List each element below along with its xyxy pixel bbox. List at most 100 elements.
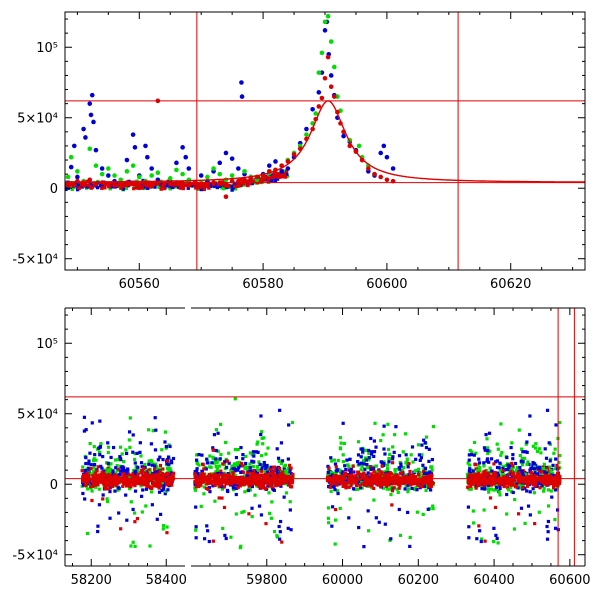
blue-data-point bbox=[239, 80, 244, 85]
red-data-point bbox=[327, 466, 331, 470]
green-data-point bbox=[393, 469, 397, 473]
blue-data-point bbox=[425, 472, 429, 476]
blue-data-point bbox=[159, 512, 163, 516]
red-data-point bbox=[497, 483, 501, 487]
green-data-point bbox=[393, 433, 397, 437]
blue-data-point bbox=[170, 461, 174, 465]
green-data-point bbox=[233, 474, 237, 478]
red-data-point bbox=[241, 464, 245, 468]
red-data-point bbox=[410, 479, 414, 483]
green-data-point bbox=[236, 447, 240, 452]
blue-data-point bbox=[113, 489, 117, 493]
blue-data-point bbox=[198, 173, 204, 178]
blue-data-point bbox=[196, 472, 200, 476]
green-data-point bbox=[243, 465, 247, 469]
red-data-point bbox=[399, 479, 404, 484]
green-data-point bbox=[234, 512, 238, 516]
green-data-point bbox=[234, 463, 238, 468]
blue-data-point bbox=[509, 472, 513, 476]
blue-data-point bbox=[118, 455, 122, 459]
blue-data-point bbox=[167, 463, 171, 467]
red-data-point bbox=[429, 475, 434, 480]
blue-data-point bbox=[397, 507, 401, 512]
green-data-point bbox=[375, 470, 379, 474]
blue-data-point bbox=[369, 450, 374, 454]
green-data-point bbox=[468, 463, 472, 467]
green-data-point bbox=[359, 468, 363, 472]
blue-data-point bbox=[83, 497, 87, 501]
red-data-point bbox=[291, 473, 295, 477]
red-data-point bbox=[474, 478, 479, 482]
green-data-point bbox=[518, 484, 522, 488]
blue-data-point bbox=[262, 463, 266, 468]
red-data-point bbox=[265, 479, 269, 483]
blue-data-point bbox=[194, 505, 198, 509]
red-data-point bbox=[202, 181, 206, 186]
blue-data-point bbox=[230, 466, 234, 471]
blue-data-point bbox=[414, 457, 418, 461]
blue-data-point bbox=[494, 460, 498, 464]
green-data-point bbox=[474, 451, 478, 455]
green-data-point bbox=[149, 173, 154, 178]
red-data-point bbox=[85, 481, 90, 485]
green-data-point bbox=[128, 445, 132, 449]
green-data-point bbox=[414, 468, 418, 473]
red-data-point bbox=[422, 469, 426, 474]
blue-data-point bbox=[98, 419, 102, 423]
blue-data-point bbox=[231, 486, 235, 490]
blue-data-point bbox=[482, 461, 486, 465]
red-data-point bbox=[82, 184, 87, 188]
blue-data-point bbox=[422, 438, 426, 442]
green-data-point bbox=[169, 469, 173, 473]
blue-data-point bbox=[394, 425, 398, 429]
red-data-point bbox=[354, 483, 359, 488]
blue-data-point bbox=[280, 459, 285, 463]
blue-data-point bbox=[530, 466, 534, 471]
green-data-point bbox=[155, 170, 161, 176]
green-data-point bbox=[546, 488, 551, 492]
green-data-point bbox=[215, 467, 219, 471]
red-data-point bbox=[241, 482, 245, 486]
green-data-point bbox=[488, 466, 492, 470]
green-data-point bbox=[250, 515, 254, 519]
red-data-point bbox=[222, 473, 227, 477]
red-data-point bbox=[96, 473, 100, 478]
blue-data-point bbox=[121, 469, 125, 474]
red-data-point bbox=[549, 481, 553, 485]
red-data-point bbox=[473, 473, 478, 477]
red-data-point bbox=[377, 478, 381, 482]
red-data-point bbox=[489, 479, 493, 483]
blue-data-point bbox=[194, 536, 198, 540]
red-data-point bbox=[427, 483, 431, 487]
x-tick-label: 59800 bbox=[246, 573, 287, 588]
red-data-point bbox=[257, 485, 261, 489]
green-data-point bbox=[158, 467, 162, 471]
green-data-point bbox=[482, 508, 486, 512]
red-data-point bbox=[135, 517, 140, 521]
green-data-point bbox=[98, 450, 102, 454]
blue-data-point bbox=[124, 470, 128, 474]
blue-data-point bbox=[68, 164, 74, 170]
green-data-point bbox=[431, 507, 435, 511]
red-data-point bbox=[132, 477, 136, 482]
red-data-point bbox=[194, 475, 198, 479]
green-data-point bbox=[211, 166, 216, 171]
red-data-point bbox=[416, 472, 421, 476]
green-data-point bbox=[395, 487, 399, 491]
green-data-point bbox=[214, 470, 218, 474]
red-data-point bbox=[351, 464, 355, 468]
green-data-point bbox=[215, 460, 219, 464]
red-data-point bbox=[344, 486, 348, 490]
green-data-point bbox=[136, 471, 140, 475]
red-data-point bbox=[281, 471, 285, 475]
blue-data-point bbox=[544, 471, 548, 475]
green-data-point bbox=[233, 462, 237, 466]
red-data-point bbox=[81, 478, 86, 482]
red-data-point bbox=[386, 474, 390, 478]
blue-data-point bbox=[377, 520, 381, 524]
red-data-point bbox=[262, 176, 267, 180]
blue-data-point bbox=[265, 463, 269, 468]
blue-data-point bbox=[246, 488, 251, 493]
green-data-point bbox=[229, 173, 235, 178]
red-data-point bbox=[339, 481, 344, 485]
